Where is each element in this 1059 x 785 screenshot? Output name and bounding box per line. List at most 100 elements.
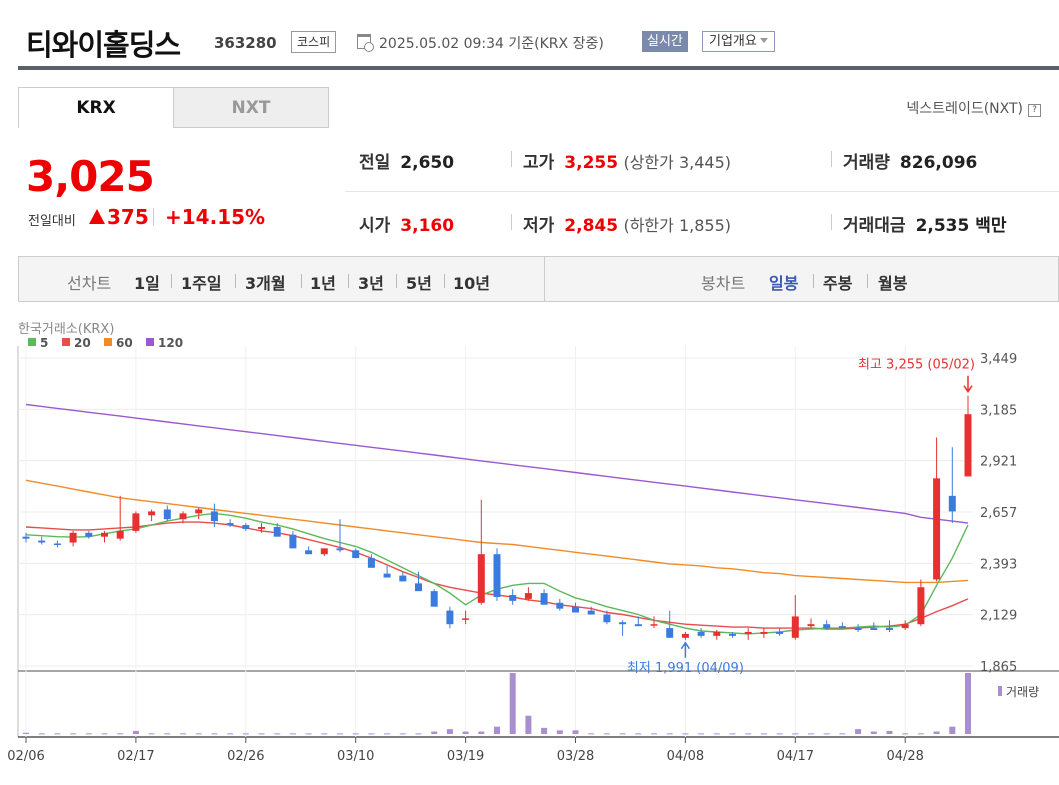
candle-body xyxy=(336,548,344,551)
volume-legend-label: 거래량 xyxy=(1006,685,1039,699)
volume-bar xyxy=(572,730,579,734)
candle-body xyxy=(791,616,799,638)
stat-label: 시가 xyxy=(359,216,391,236)
candle-body xyxy=(430,591,438,607)
period-1d[interactable]: 1일 xyxy=(134,274,160,293)
legend-swatch xyxy=(104,338,112,346)
divider xyxy=(511,151,512,167)
volume-bar xyxy=(682,733,689,735)
stat-open: 시가 3,160 xyxy=(359,211,454,236)
period-3y[interactable]: 3년 xyxy=(358,274,384,293)
ma60-line xyxy=(25,479,969,584)
volume-bar xyxy=(698,733,705,735)
candle-body xyxy=(854,628,862,631)
volume-bar xyxy=(635,733,642,735)
annotation-low: 최저 1,991 (04/09) xyxy=(627,661,744,676)
annotation-high: 최고 3,255 (05/02) xyxy=(858,358,975,373)
candle-body xyxy=(305,550,313,555)
period-bar: 선차트 1일 1주일 3개월 1년 3년 5년 10년 봉차트 일봉 주봉 월봉 xyxy=(18,256,1059,302)
x-tick-label: 03/28 xyxy=(557,749,594,764)
candle-body xyxy=(681,633,689,638)
volume-bar xyxy=(745,733,752,735)
candle-body xyxy=(477,554,485,603)
period-1w[interactable]: 1주일 xyxy=(181,274,222,293)
candle-body xyxy=(69,532,77,543)
candle-body xyxy=(838,626,846,629)
volume-bar xyxy=(289,733,296,735)
volume-bar xyxy=(917,733,924,735)
candle-body xyxy=(163,509,171,520)
volume-bar xyxy=(384,733,391,735)
realtime-button[interactable]: 실시간 xyxy=(642,31,688,52)
volume-bar xyxy=(870,731,877,734)
volume-bar xyxy=(195,733,202,735)
candle-body xyxy=(572,606,579,613)
y-tick-label: 2,393 xyxy=(980,557,1017,572)
legend-label: 20 xyxy=(74,336,91,350)
tab-krx[interactable]: KRX xyxy=(18,87,174,128)
volume-bar xyxy=(525,715,532,734)
stock-chart: 한국거래소(KRX) 5 20 60 120 3,449 3,185 2,921 2,657 2,… xyxy=(0,316,1059,785)
period-1y[interactable]: 1년 xyxy=(310,274,336,293)
y-tick-label: 1,865 xyxy=(980,660,1017,675)
legend-swatch xyxy=(146,338,154,346)
candle-body xyxy=(776,631,784,634)
volume-bar xyxy=(509,673,516,734)
candle-body xyxy=(634,624,642,627)
stat-high: 고가 3,255 (상한가 3,445) xyxy=(523,148,731,173)
tab-nxt[interactable]: NXT xyxy=(173,87,329,128)
period-5y[interactable]: 5년 xyxy=(406,274,432,293)
stat-label: 거래량 xyxy=(843,153,890,173)
chart-source: 한국거래소(KRX) xyxy=(18,322,114,337)
x-tick-label: 04/17 xyxy=(777,749,814,764)
period-10y[interactable]: 10년 xyxy=(453,274,490,293)
candle-daily[interactable]: 일봉 xyxy=(769,274,799,293)
divider xyxy=(153,208,154,226)
candle-body xyxy=(195,509,203,514)
divider xyxy=(301,274,302,288)
candle-body xyxy=(729,633,736,636)
volume-bar xyxy=(855,729,862,734)
company-info-label: 기업개요 xyxy=(709,34,757,49)
period-3m[interactable]: 3개월 xyxy=(245,274,286,293)
market-tag: 코스피 xyxy=(291,31,337,53)
stat-label: 고가 xyxy=(523,153,555,173)
candle-weekly[interactable]: 주봉 xyxy=(823,274,853,293)
candle-body xyxy=(933,478,941,580)
x-tick-label: 04/28 xyxy=(886,749,923,764)
stat-label: 거래대금 xyxy=(843,216,906,236)
candle-body xyxy=(462,618,470,620)
chevron-down-icon xyxy=(759,38,768,43)
legend-swatch xyxy=(62,338,70,346)
price-stats: 전일 2,650 고가 3,255 (상한가 3,445) 거래량 826,096 시… xyxy=(345,136,1059,248)
candle-body xyxy=(132,513,140,531)
candle-body xyxy=(352,550,360,559)
divider xyxy=(444,274,445,288)
volume-bar xyxy=(462,731,469,734)
candle-body xyxy=(697,631,705,636)
company-info-dropdown[interactable]: 기업개요 xyxy=(702,31,775,52)
stat-value: 826,096 xyxy=(899,153,978,173)
volume-bar xyxy=(933,731,940,734)
volume-bar xyxy=(839,733,846,735)
divider xyxy=(544,257,545,301)
change-percent: +14.15% xyxy=(165,205,266,229)
candle-monthly[interactable]: 월봉 xyxy=(878,274,908,293)
legend-label: 60 xyxy=(116,336,133,350)
y-tick-label: 2,921 xyxy=(980,455,1017,470)
calendar-icon xyxy=(357,34,374,52)
help-icon[interactable]: ? xyxy=(1028,104,1041,117)
legend-label: 5 xyxy=(40,336,48,350)
volume-bar xyxy=(431,731,438,734)
x-tick-label: 04/08 xyxy=(667,749,704,764)
stat-value: 3,160 xyxy=(400,216,455,236)
candle-body xyxy=(367,558,375,568)
x-tick-label: 03/10 xyxy=(337,749,374,764)
volume-bar xyxy=(23,732,29,734)
candle-body xyxy=(493,554,501,597)
volume-bar xyxy=(666,733,673,735)
volume-bar xyxy=(760,733,767,735)
volume-bar xyxy=(180,733,186,735)
nextrade-link[interactable]: 넥스트레이드(NXT)? xyxy=(906,98,1041,118)
volume-bar xyxy=(321,733,328,735)
